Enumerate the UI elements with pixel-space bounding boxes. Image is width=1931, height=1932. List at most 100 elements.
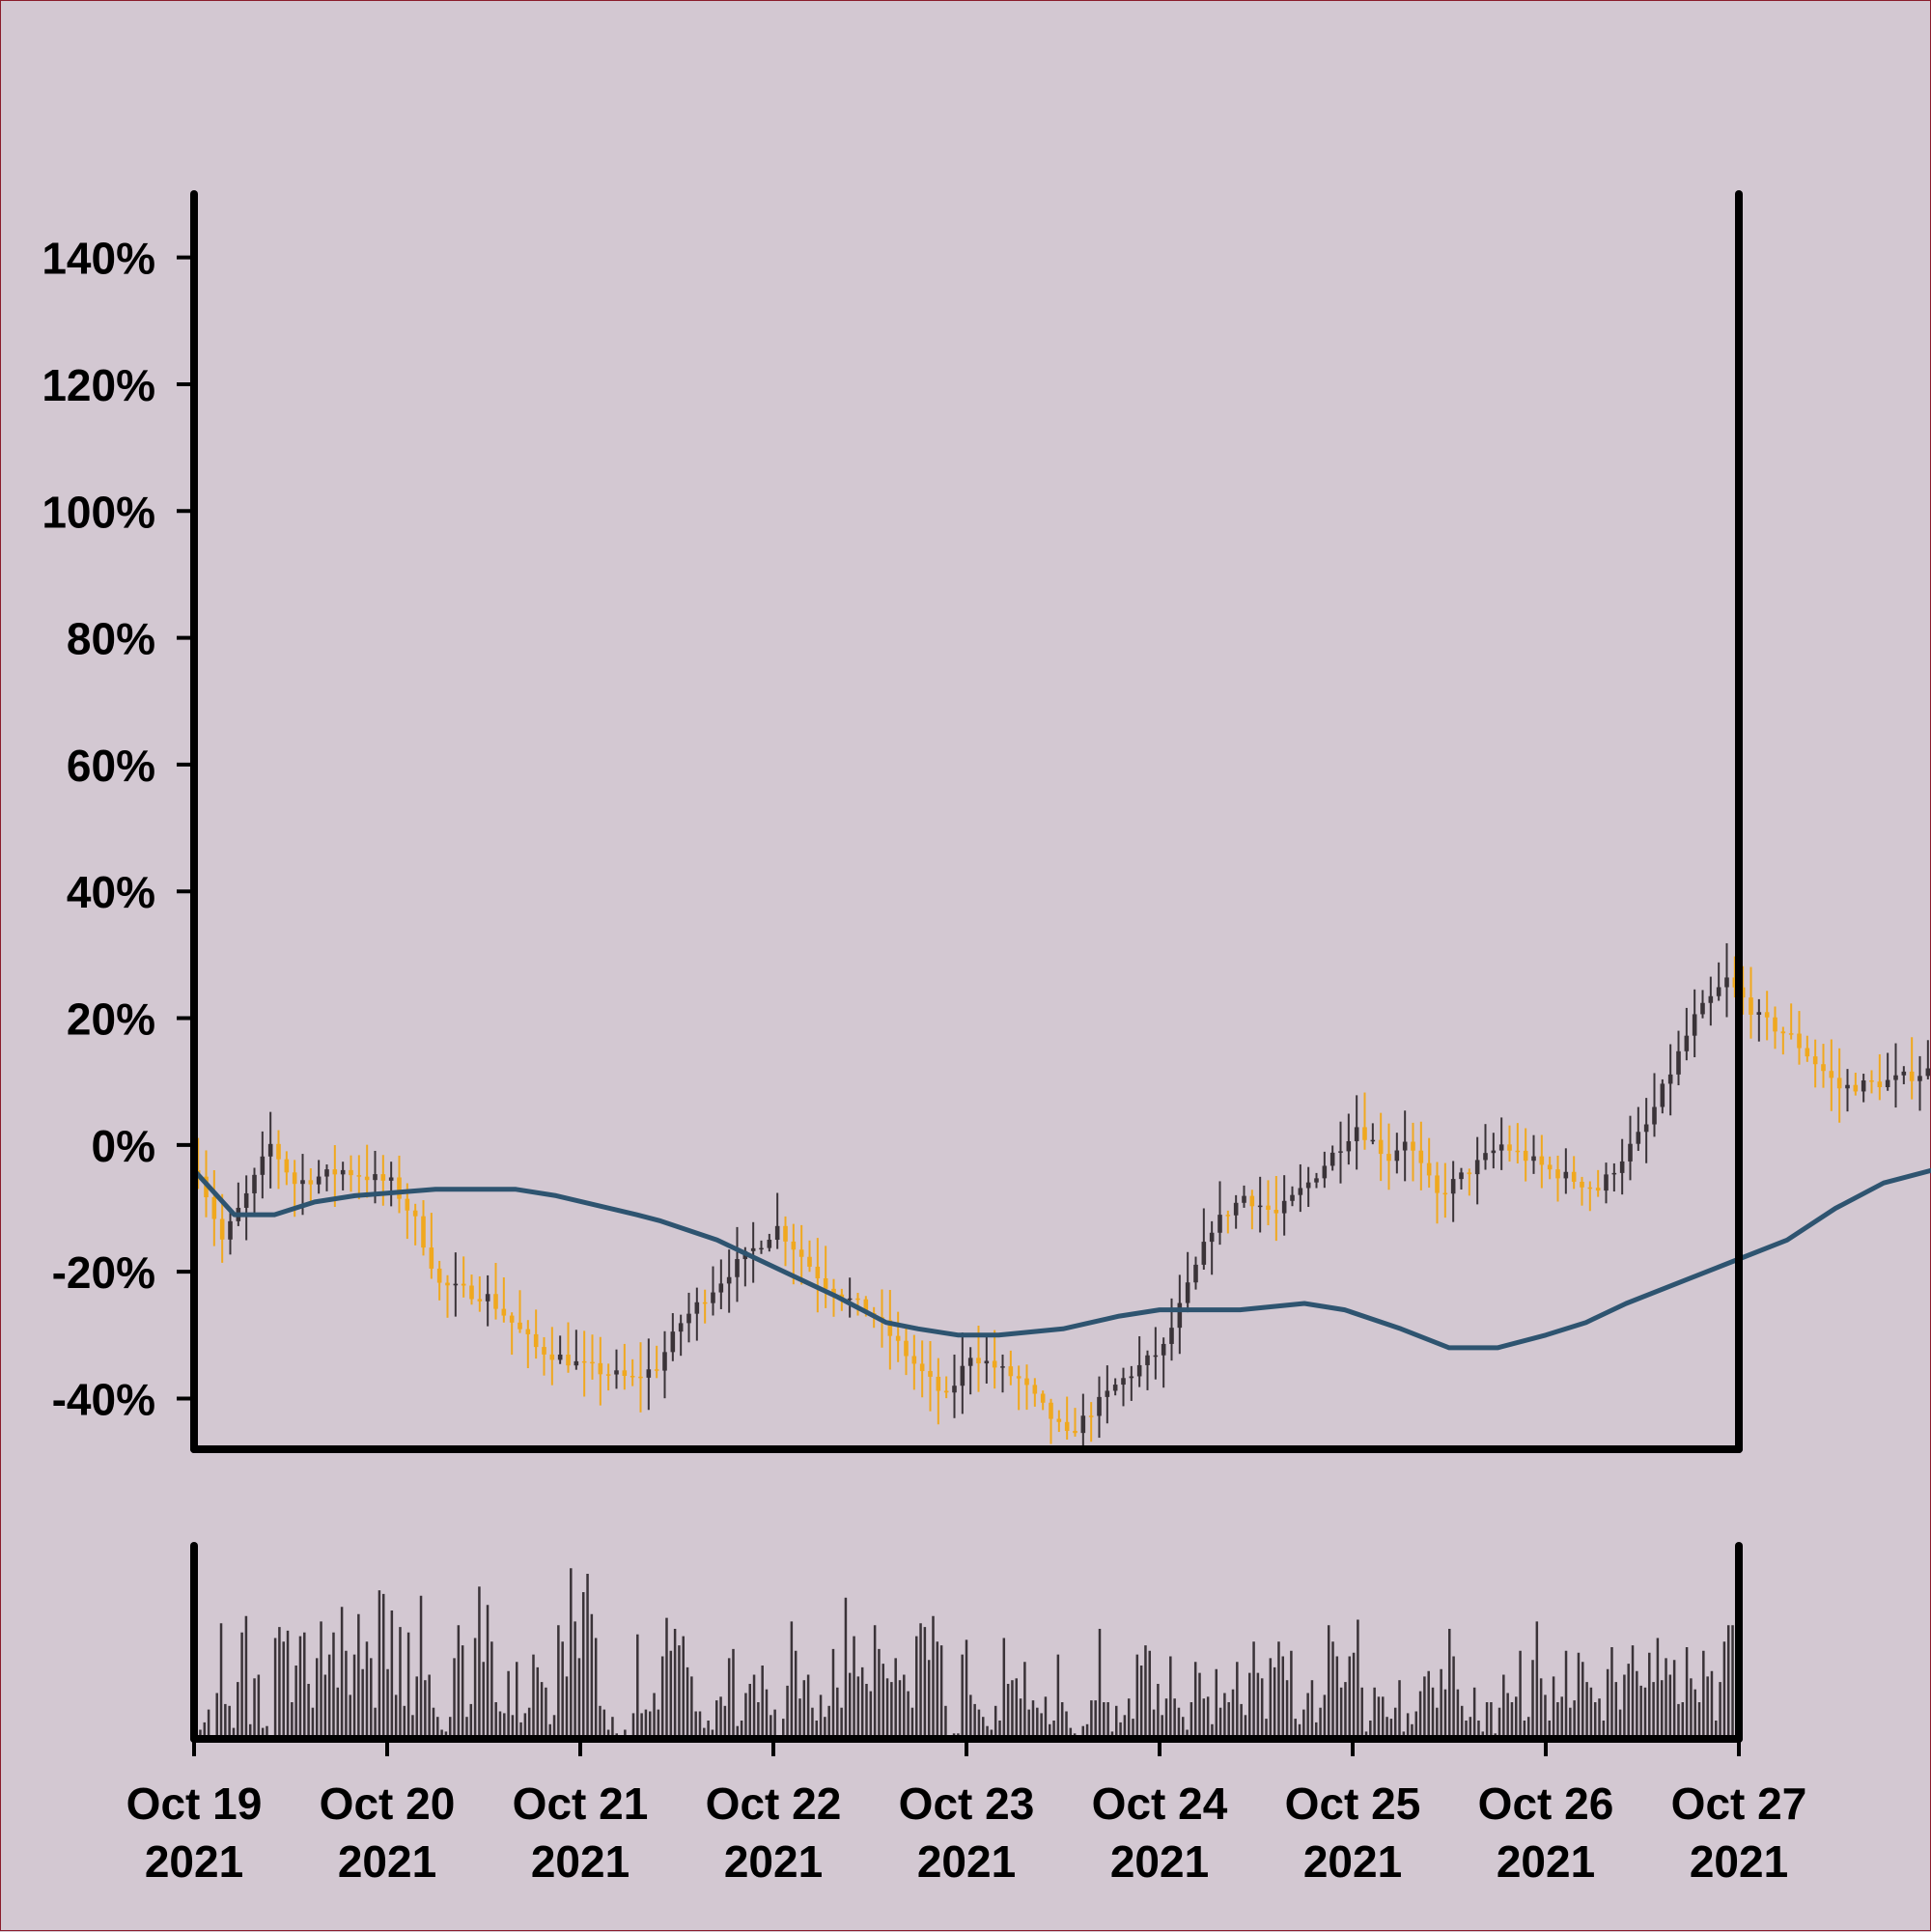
candle-body — [1515, 1150, 1521, 1153]
candle-body — [622, 1370, 628, 1376]
candle — [388, 1162, 394, 1207]
candle — [928, 1341, 933, 1412]
candle-body — [774, 1225, 780, 1241]
candle — [1893, 1043, 1898, 1108]
candle-body — [735, 1259, 740, 1277]
candle-body — [1708, 995, 1714, 1003]
candle-body — [1185, 1282, 1190, 1303]
candle — [1812, 1039, 1818, 1088]
candle — [1732, 956, 1738, 998]
candle-body — [646, 1369, 652, 1378]
candle-body — [1539, 1156, 1545, 1165]
candle-body — [453, 1283, 459, 1286]
candle — [1129, 1365, 1134, 1401]
candle — [1201, 1208, 1207, 1271]
candle — [228, 1210, 233, 1255]
candle-body — [1788, 1033, 1794, 1035]
candle — [1547, 1156, 1553, 1180]
candle — [1088, 1402, 1094, 1442]
candle-body — [308, 1180, 314, 1185]
candle-body — [1700, 1002, 1705, 1015]
candle — [605, 1363, 611, 1391]
candle — [622, 1343, 628, 1390]
x-tick-label-year: 2021 — [1303, 1836, 1402, 1887]
candle-body — [1555, 1169, 1560, 1179]
candle — [557, 1335, 563, 1364]
candle — [638, 1342, 643, 1413]
candle-body — [1474, 1160, 1480, 1175]
candle — [574, 1330, 579, 1370]
candle-body — [1523, 1150, 1528, 1162]
candle — [284, 1151, 290, 1186]
candle-body — [767, 1240, 772, 1248]
candle-body — [614, 1370, 619, 1375]
x-tick-label-date: Oct 25 — [1285, 1778, 1421, 1829]
candle — [887, 1290, 893, 1370]
candle-body — [364, 1176, 370, 1181]
candle-body — [260, 1156, 266, 1175]
candle — [485, 1274, 490, 1327]
x-tick-label-year: 2021 — [531, 1836, 630, 1887]
candle — [598, 1336, 603, 1406]
candle — [364, 1144, 370, 1198]
candle — [895, 1311, 901, 1362]
y-tick-label: 20% — [67, 994, 155, 1045]
x-tick-label-year: 2021 — [917, 1836, 1016, 1887]
candle-body — [525, 1329, 531, 1334]
candle — [518, 1290, 522, 1333]
candle — [1539, 1134, 1545, 1189]
candle — [1498, 1117, 1504, 1170]
candle-body — [1836, 1078, 1842, 1089]
candle — [1724, 942, 1729, 1018]
candle-body — [581, 1360, 587, 1363]
candle — [1145, 1350, 1150, 1390]
candle-body — [436, 1268, 442, 1283]
candle-body — [1652, 1106, 1657, 1125]
candle — [1797, 1011, 1802, 1065]
candle — [1523, 1128, 1528, 1182]
candle — [1507, 1125, 1512, 1162]
candle-body — [1177, 1302, 1183, 1329]
candle-body — [397, 1177, 402, 1199]
candle-body — [694, 1302, 700, 1314]
candle-body — [759, 1247, 764, 1250]
candle — [711, 1266, 715, 1316]
y-tick-label: 40% — [67, 867, 155, 917]
candle-body — [702, 1302, 708, 1304]
candle-body — [711, 1292, 715, 1303]
candle — [1885, 1052, 1890, 1091]
candle — [412, 1203, 418, 1246]
candle-body — [267, 1143, 273, 1157]
candle — [1426, 1137, 1432, 1189]
candle — [1153, 1327, 1159, 1380]
candle-body — [1322, 1165, 1328, 1179]
candle-body — [549, 1354, 555, 1360]
candle — [767, 1233, 772, 1252]
candle — [1571, 1156, 1577, 1190]
candle — [1233, 1194, 1239, 1229]
volume-series — [194, 1568, 1739, 1739]
candle — [1660, 1078, 1665, 1114]
candle-body — [847, 1298, 853, 1301]
candle-body — [630, 1375, 635, 1378]
candle-body — [429, 1247, 434, 1269]
candle-body — [412, 1210, 418, 1217]
candle — [1362, 1092, 1367, 1150]
candle — [1845, 1069, 1850, 1112]
candle-body — [1636, 1132, 1641, 1144]
candle-body — [1426, 1162, 1432, 1176]
candle-body — [1153, 1355, 1159, 1358]
x-axis-ticks: Oct 19 2021 Oct 20 2021 Oct 21 2021 Oct 22 2021… — [126, 1739, 1806, 1887]
candle — [904, 1325, 909, 1376]
candle-body — [284, 1159, 290, 1173]
candle — [1266, 1180, 1271, 1226]
candle-body — [1580, 1181, 1584, 1188]
candle-body — [598, 1362, 603, 1375]
candle — [1354, 1095, 1359, 1170]
candle-body — [1346, 1140, 1352, 1152]
candle — [1000, 1354, 1005, 1393]
x-tick-label-date: Oct 21 — [513, 1778, 649, 1829]
candle — [1474, 1136, 1480, 1205]
candle — [702, 1289, 708, 1324]
candle-body — [509, 1315, 515, 1323]
